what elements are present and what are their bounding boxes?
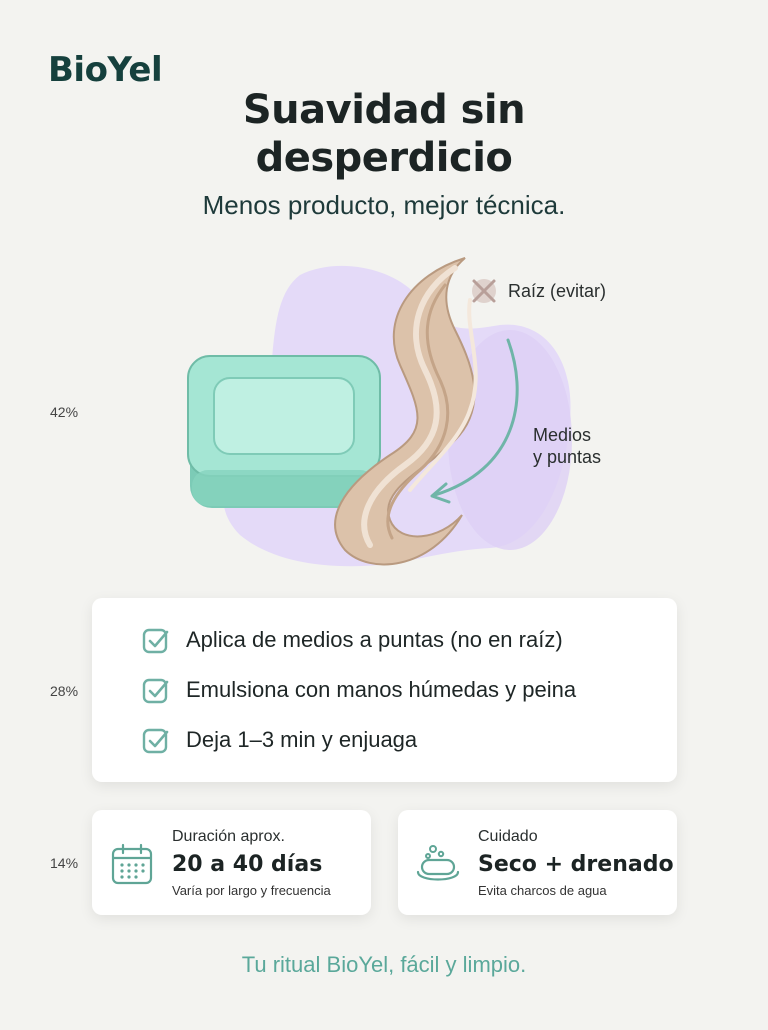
care-note: Evita charcos de agua (478, 883, 607, 898)
page-title: Suavidad sin desperdicio (0, 86, 768, 182)
brand-logo: BioYel (48, 50, 163, 90)
step-text: Deja 1–3 min y enjuaga (186, 727, 418, 752)
ends-label-line-2: y puntas (533, 447, 602, 467)
duration-value: 20 a 40 días (172, 852, 323, 877)
product-illustration (187, 257, 572, 567)
soap-dish-icon (416, 845, 460, 881)
care-text: Cuidado Seco + drenado Evita charcos de … (478, 828, 674, 898)
root-avoid-icon (472, 279, 496, 303)
root-label: Raíz (evitar) (508, 281, 607, 301)
lavender-blob-small (448, 330, 572, 550)
side-label-1: 42% (50, 404, 79, 420)
soap-bar-icon (187, 355, 381, 508)
step-item: Aplica de medios a puntas (no en raíz) (142, 624, 563, 656)
care-label: Cuidado (478, 828, 538, 845)
checkbox-icon (142, 628, 169, 654)
checkbox-icon (142, 728, 169, 754)
footer-tagline: Tu ritual BioYel, fácil y limpio. (241, 952, 527, 977)
side-label-2: 28% (50, 683, 79, 699)
steps-card: Aplica de medios a puntas (no en raíz) E… (92, 598, 677, 782)
step-text: Emulsiona con manos húmedas y peina (186, 677, 577, 702)
duration-card: Duración aprox. 20 a 40 días Varía por l… (92, 810, 371, 915)
title-line-2: desperdicio (255, 135, 513, 181)
calendar-icon (111, 843, 153, 885)
arrow-icon (430, 338, 519, 504)
title-line-1: Suavidad sin (242, 87, 526, 133)
duration-text: Duración aprox. 20 a 40 días Varía por l… (172, 828, 331, 898)
duration-label: Duración aprox. (172, 828, 285, 845)
checkbox-icon (142, 678, 169, 704)
care-card: Cuidado Seco + drenado Evita charcos de … (398, 810, 677, 915)
ends-label: Medios y puntas (533, 424, 601, 468)
duration-note: Varía por largo y frecuencia (172, 883, 331, 898)
care-value: Seco + drenado (478, 852, 674, 877)
page-subtitle: Menos producto, mejor técnica. (202, 190, 566, 220)
side-label-3: 14% (50, 855, 79, 871)
step-text: Aplica de medios a puntas (no en raíz) (186, 627, 563, 652)
step-item: Deja 1–3 min y enjuaga (142, 724, 417, 756)
ends-label-line-1: Medios (533, 425, 592, 445)
hair-strand-icon (334, 257, 478, 566)
step-item: Emulsiona con manos húmedas y peina (142, 674, 576, 706)
